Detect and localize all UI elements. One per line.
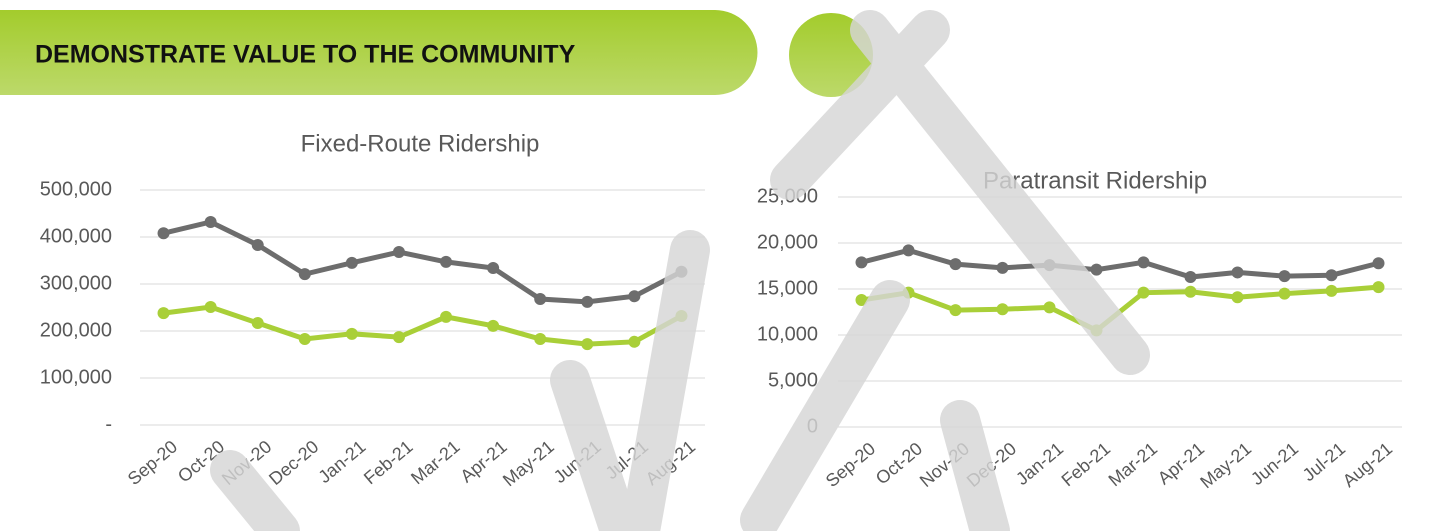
data-point — [1043, 301, 1056, 314]
data-point — [855, 294, 868, 307]
watermark-stroke — [740, 280, 910, 531]
watermark-stroke — [850, 10, 1150, 375]
data-point — [487, 319, 500, 332]
data-point — [1231, 291, 1244, 304]
watermark-stroke — [940, 400, 1010, 531]
x-tick-label: Sep-20 — [124, 436, 181, 489]
x-tick-label: May-21 — [1196, 438, 1255, 492]
header-title: DEMONSTRATE VALUE TO THE COMMUNITY — [35, 41, 576, 69]
x-tick-label: Oct-20 — [872, 438, 926, 488]
watermark-stroke — [770, 10, 950, 200]
data-point — [534, 293, 547, 306]
data-point — [855, 256, 868, 269]
watermark-stroke — [620, 230, 710, 531]
data-point — [1137, 256, 1150, 269]
data-point — [996, 303, 1009, 316]
data-point — [1325, 284, 1338, 297]
watermark-stroke — [210, 450, 300, 531]
series-line — [163, 304, 683, 347]
x-tick-label: Mar-21 — [1105, 438, 1162, 490]
data-point — [1278, 270, 1291, 283]
data-point — [1137, 286, 1150, 299]
x-tick-label: Dec-20 — [265, 436, 322, 489]
data-point — [440, 310, 453, 323]
y-tick-label: 300,000 — [40, 272, 112, 294]
data-point — [534, 332, 547, 345]
y-tick-label: 100,000 — [40, 366, 112, 388]
data-point — [298, 268, 311, 281]
chart-title: Fixed-Route Ridership — [301, 130, 540, 157]
data-point — [157, 227, 170, 240]
data-point — [949, 258, 962, 271]
y-tick-label: 15,000 — [757, 277, 818, 299]
y-tick-label: - — [105, 413, 112, 435]
charts: Fixed-Route Ridership - 100,000 200,000 300,… — [40, 130, 1402, 492]
data-point — [204, 301, 217, 314]
data-point — [440, 255, 453, 268]
data-point — [1184, 285, 1197, 298]
data-point — [902, 244, 915, 257]
data-point — [949, 304, 962, 317]
y-tick-label: 500,000 — [40, 178, 112, 200]
watermark — [210, 10, 1150, 531]
series-line — [162, 219, 683, 305]
y-tick-label: 5,000 — [768, 369, 818, 391]
x-tick-label: Mar-21 — [407, 436, 464, 488]
data-point — [251, 317, 264, 330]
data-point — [1278, 287, 1291, 300]
x-tick-label: Feb-21 — [360, 436, 417, 488]
data-point — [1372, 257, 1385, 270]
x-tick-label: Jan-21 — [314, 436, 369, 487]
data-point — [581, 338, 594, 351]
data-point — [1372, 281, 1385, 294]
watermark-stroke — [550, 360, 640, 531]
y-tick-label: 20,000 — [757, 231, 818, 253]
data-point — [157, 307, 170, 320]
data-point — [628, 290, 641, 303]
data-point — [1231, 266, 1244, 279]
header-band — [0, 10, 758, 95]
data-point — [487, 262, 500, 275]
series-line — [860, 247, 1380, 280]
x-tick-label: Jun-21 — [1247, 438, 1302, 489]
x-tick-label: Aug-21 — [1339, 438, 1396, 491]
data-point — [1090, 263, 1103, 276]
x-tick-label: Jan-21 — [1012, 438, 1067, 489]
data-point — [581, 295, 594, 308]
data-point — [345, 327, 358, 340]
data-point — [628, 335, 641, 348]
x-tick-label: Sep-20 — [822, 438, 879, 491]
y-tick-label: 200,000 — [40, 319, 112, 341]
x-tick-label: Feb-21 — [1058, 438, 1115, 490]
y-tick-label: 10,000 — [757, 323, 818, 345]
data-point — [996, 261, 1009, 274]
y-tick-label: 400,000 — [40, 225, 112, 247]
data-point — [345, 256, 358, 269]
data-point — [392, 246, 405, 259]
data-point — [392, 331, 405, 344]
data-point — [1325, 269, 1338, 282]
data-point — [251, 238, 264, 251]
data-point — [298, 332, 311, 345]
data-point — [1184, 271, 1197, 284]
x-tick-label: May-21 — [499, 436, 558, 490]
data-point — [204, 215, 217, 228]
